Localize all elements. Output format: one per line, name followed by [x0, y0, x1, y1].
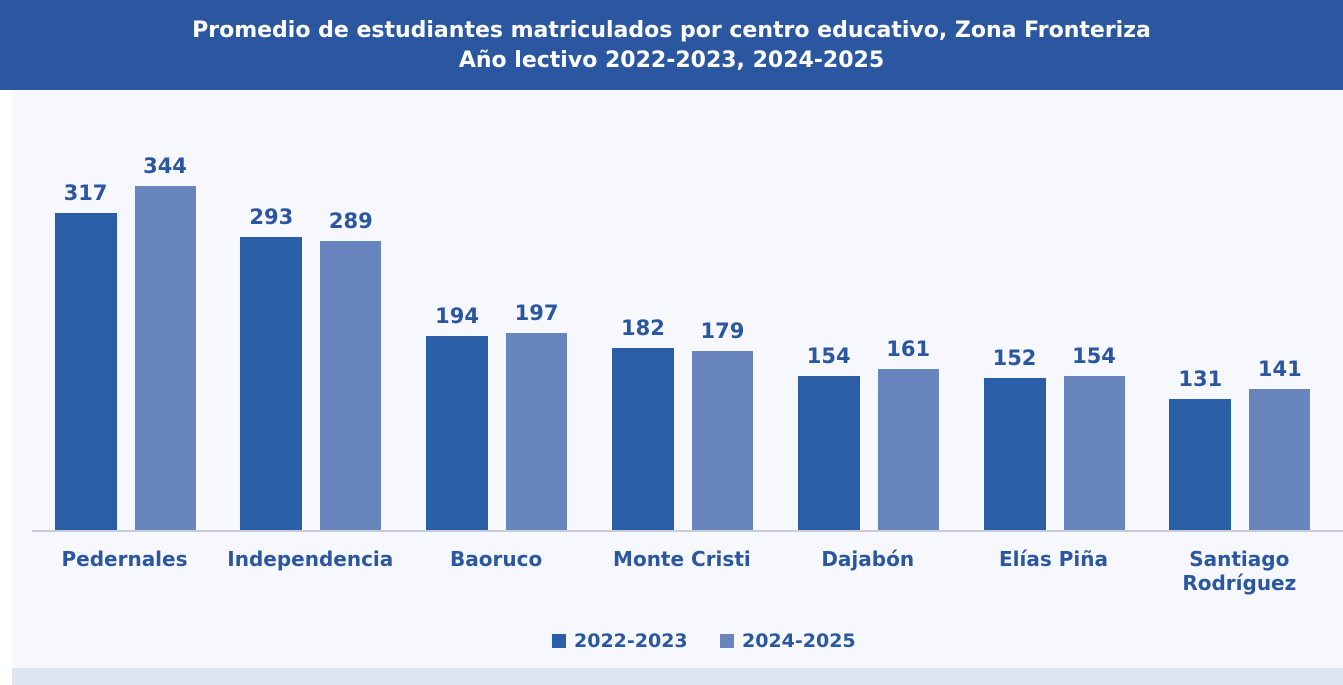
- bar: [877, 369, 939, 530]
- data-label: 293: [249, 205, 294, 229]
- margin: [0, 90, 12, 685]
- x-tick-label: Independencia: [227, 547, 394, 571]
- data-label: 317: [63, 181, 108, 205]
- bar: [506, 333, 568, 530]
- data-label: 179: [700, 319, 745, 343]
- x-tick-label: Baoruco: [450, 547, 543, 571]
- data-label: 197: [514, 301, 559, 325]
- x-tick-label: Elías Piña: [999, 547, 1108, 571]
- bar: [691, 351, 753, 530]
- legend-label: 2022-2023: [574, 630, 688, 652]
- data-label: 154: [806, 344, 851, 368]
- chart-subtitle: Año lectivo 2022-2023, 2024-2025: [458, 48, 885, 73]
- bar: [1063, 376, 1125, 530]
- data-label: 289: [328, 209, 373, 233]
- legend-swatch: [720, 634, 734, 648]
- x-tick-label: Santiago Rodríguez: [1182, 547, 1297, 595]
- x-tick-label: Monte Cristi: [613, 547, 751, 571]
- bar: [426, 336, 489, 530]
- bar: [240, 237, 303, 530]
- bar: [797, 376, 860, 530]
- chart-title: Promedio de estudiantes matriculados por…: [192, 18, 1151, 43]
- bar: [134, 186, 196, 530]
- data-label: 131: [1178, 367, 1223, 391]
- legend-swatch: [552, 634, 566, 648]
- baseline: [32, 530, 1343, 532]
- x-tick-label: Pedernales: [61, 547, 188, 571]
- legend-label: 2024-2025: [742, 630, 856, 652]
- x-tick-label: Dajabón: [821, 547, 915, 571]
- bar: [320, 241, 382, 530]
- data-label: 152: [992, 346, 1037, 370]
- data-label: 154: [1072, 344, 1116, 368]
- data-label: 141: [1257, 357, 1302, 381]
- header: Promedio de estudiantes matriculados por…: [0, 0, 1343, 90]
- data-label: 161: [886, 337, 931, 361]
- data-label: 194: [435, 304, 480, 328]
- bar: [1169, 399, 1232, 530]
- footer-band: [12, 668, 1343, 685]
- bar: [983, 378, 1046, 530]
- data-label: 182: [620, 316, 665, 340]
- bar: [611, 348, 674, 530]
- bar: [1249, 389, 1311, 530]
- bar: [54, 213, 117, 530]
- data-label: 344: [143, 154, 187, 178]
